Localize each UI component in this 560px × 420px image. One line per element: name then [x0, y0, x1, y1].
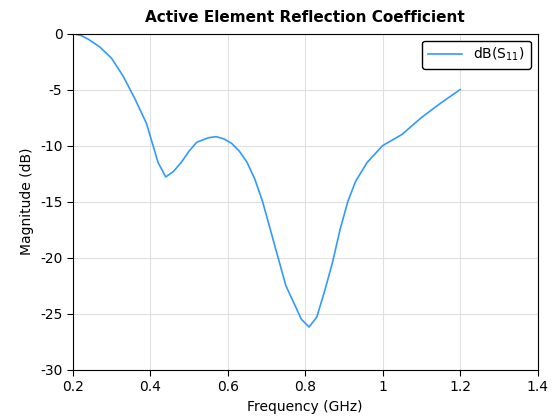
Legend: dB(S$_{11}$): dB(S$_{11}$): [422, 41, 531, 69]
Title: Active Element Reflection Coefficient: Active Element Reflection Coefficient: [146, 10, 465, 26]
X-axis label: Frequency (GHz): Frequency (GHz): [248, 399, 363, 414]
Y-axis label: Magnitude (dB): Magnitude (dB): [20, 148, 34, 255]
